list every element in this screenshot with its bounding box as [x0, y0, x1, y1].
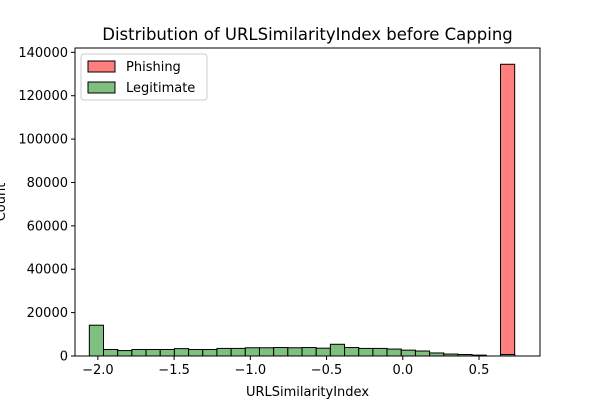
bar-legitimate-17 [329, 343, 346, 357]
bar-legitimate-3 [131, 348, 147, 357]
bar-legitimate-4 [145, 348, 161, 357]
bar-phishing-29 [500, 63, 516, 357]
legend-label-legitimate: Legitimate [126, 81, 195, 96]
y-tick-label: 0 [60, 350, 68, 365]
bar-legitimate-12 [258, 347, 275, 357]
bar-legitimate-18 [344, 347, 360, 357]
y-tick-label: 80000 [27, 176, 68, 191]
x-tick-label: −1.0 [235, 363, 267, 378]
bar-legitimate-6 [173, 348, 190, 357]
bar-legitimate-16 [315, 347, 331, 357]
legend-label-phishing: Phishing [126, 60, 181, 75]
bar-legitimate-11 [244, 347, 260, 357]
bars-layer [88, 63, 516, 357]
x-tick-label: −2.0 [82, 363, 114, 378]
bar-legitimate-23 [414, 350, 431, 357]
bar-legitimate-5 [159, 348, 175, 357]
y-tick-label: 20000 [27, 306, 68, 321]
x-axis-title: URLSimilarityIndex [246, 385, 369, 400]
bar-legitimate-14 [287, 347, 303, 357]
bar-legitimate-9 [216, 347, 232, 357]
y-tick-label: 60000 [27, 219, 68, 234]
bar-legitimate-1 [103, 348, 119, 357]
bar-legitimate-22 [400, 349, 416, 357]
bar-legitimate-8 [202, 348, 218, 357]
y-axis: 0 20000 40000 60000 80000 100000 120000 140000 [18, 46, 75, 365]
bar-legitimate-19 [358, 347, 374, 357]
bar-legitimate-2 [117, 350, 133, 357]
y-tick-label: 40000 [27, 263, 68, 278]
plot-frame [74, 47, 541, 357]
legend-swatch-phishing [87, 60, 116, 73]
x-tick-label: 0.0 [392, 363, 413, 378]
bar-legitimate-13 [273, 347, 289, 357]
legend: Phishing Legitimate [80, 53, 208, 101]
bar-legitimate-0 [88, 324, 105, 357]
bar-legitimate-7 [188, 348, 204, 357]
y-axis-title: Count [0, 183, 9, 222]
chart-title: Distribution of URLSimilarityIndex befor… [102, 25, 513, 44]
x-tick-label: −1.5 [158, 363, 190, 378]
bar-legitimate-10 [230, 347, 246, 357]
y-tick-label: 140000 [18, 46, 68, 61]
legend-swatch-legitimate [87, 81, 116, 94]
x-axis: −2.0 −1.5 −1.0 −0.5 0.0 0.5 [82, 356, 489, 378]
bar-legitimate-20 [372, 347, 388, 357]
y-tick-label: 120000 [18, 89, 68, 104]
x-tick-label: −0.5 [311, 363, 343, 378]
bar-legitimate-21 [386, 348, 402, 357]
x-tick-label: 0.5 [469, 363, 490, 378]
bar-legitimate-15 [301, 347, 317, 357]
y-tick-label: 100000 [18, 133, 68, 148]
